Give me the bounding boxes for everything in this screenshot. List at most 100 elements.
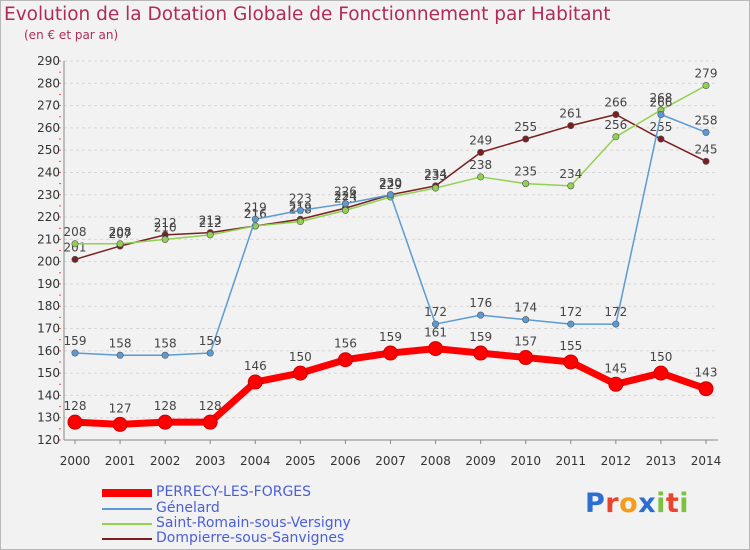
data-point (477, 311, 485, 319)
y-tick-label: 240 (37, 165, 60, 179)
data-point (71, 240, 79, 248)
data-label: 174 (514, 301, 537, 315)
logo-letter: P (585, 488, 606, 519)
data-label: 157 (514, 335, 537, 349)
data-point (702, 128, 710, 136)
data-label: 161 (424, 326, 447, 340)
data-label: 172 (559, 305, 582, 319)
logo-letter: o (619, 488, 639, 519)
proxiti-logo: Proxiti (585, 488, 689, 519)
y-tick-label: 160 (37, 344, 60, 358)
data-label: 230 (379, 176, 402, 190)
data-point (522, 135, 530, 143)
data-point (67, 414, 83, 430)
y-tick-label: 150 (37, 366, 60, 380)
x-tick-label: 2005 (285, 454, 316, 468)
data-point (477, 148, 485, 156)
data-point (161, 351, 169, 359)
data-label: 213 (199, 214, 222, 228)
data-label: 266 (649, 96, 672, 110)
data-label: 127 (109, 401, 132, 415)
data-label: 207 (109, 227, 132, 241)
data-point (161, 235, 169, 243)
y-tick-label: 190 (37, 277, 60, 291)
data-point (567, 320, 575, 328)
data-point (657, 111, 665, 119)
data-label: 249 (469, 133, 492, 147)
data-point (432, 320, 440, 328)
data-point (296, 218, 304, 226)
y-tick-label: 170 (37, 322, 60, 336)
legend-label: Saint-Romain-sous-Versigny (156, 515, 351, 531)
data-label: 279 (695, 67, 718, 81)
data-point (608, 376, 624, 392)
legend-swatch (102, 538, 152, 540)
data-point (386, 191, 394, 199)
logo-letter: x (638, 488, 657, 519)
data-label: 234 (559, 167, 582, 181)
logo-letter: r (605, 488, 620, 519)
data-point (112, 416, 128, 432)
data-label: 145 (604, 361, 627, 375)
data-point (522, 316, 530, 324)
data-label: 233 (424, 169, 447, 183)
x-tick-label: 2002 (150, 454, 181, 468)
data-point (296, 206, 304, 214)
data-point (71, 349, 79, 357)
y-tick-label: 290 (37, 54, 60, 68)
data-label: 159 (64, 334, 87, 348)
data-label: 266 (604, 96, 627, 110)
data-point (518, 350, 534, 366)
data-label: 158 (109, 336, 132, 350)
data-label: 159 (199, 334, 222, 348)
data-label: 245 (695, 142, 718, 156)
data-label: 208 (109, 225, 132, 239)
y-tick-label: 270 (37, 99, 60, 113)
data-label: 158 (154, 336, 177, 350)
data-label: 150 (649, 350, 672, 364)
data-label: 255 (649, 120, 672, 134)
data-label: 172 (604, 305, 627, 319)
data-label: 212 (154, 216, 177, 230)
data-point (116, 351, 124, 359)
data-label: 176 (469, 296, 492, 310)
data-point (341, 206, 349, 214)
data-point (567, 182, 575, 190)
data-label: 156 (334, 337, 357, 351)
x-tick-label: 2010 (510, 454, 541, 468)
y-tick-label: 230 (37, 188, 60, 202)
data-label: 155 (559, 339, 582, 353)
data-point (292, 365, 308, 381)
data-label: 268 (649, 91, 672, 105)
x-tick-label: 2009 (465, 454, 496, 468)
x-tick-label: 2012 (601, 454, 632, 468)
y-tick-label: 250 (37, 143, 60, 157)
x-tick-label: 2004 (240, 454, 271, 468)
data-label: 143 (695, 366, 718, 380)
data-label: 261 (559, 107, 582, 121)
x-tick-label: 2003 (195, 454, 226, 468)
data-label: 128 (154, 399, 177, 413)
x-tick-label: 2001 (105, 454, 136, 468)
data-label: 219 (244, 200, 267, 214)
y-tick-label: 220 (37, 210, 60, 224)
data-point (477, 173, 485, 181)
x-tick-label: 2007 (375, 454, 406, 468)
data-label: 210 (154, 220, 177, 234)
data-point (612, 133, 620, 141)
data-point (657, 135, 665, 143)
data-label: 150 (289, 350, 312, 364)
chart-subtitle: (en € et par an) (24, 28, 119, 42)
data-point (202, 414, 218, 430)
logo-letter: i (679, 488, 690, 519)
data-point (702, 82, 710, 90)
data-point (563, 354, 579, 370)
y-tick-label: 200 (37, 255, 60, 269)
data-label: 229 (379, 178, 402, 192)
data-point (116, 240, 124, 248)
y-tick-label: 130 (37, 411, 60, 425)
data-label: 234 (424, 167, 447, 181)
data-label: 223 (289, 191, 312, 205)
data-label: 255 (514, 120, 537, 134)
